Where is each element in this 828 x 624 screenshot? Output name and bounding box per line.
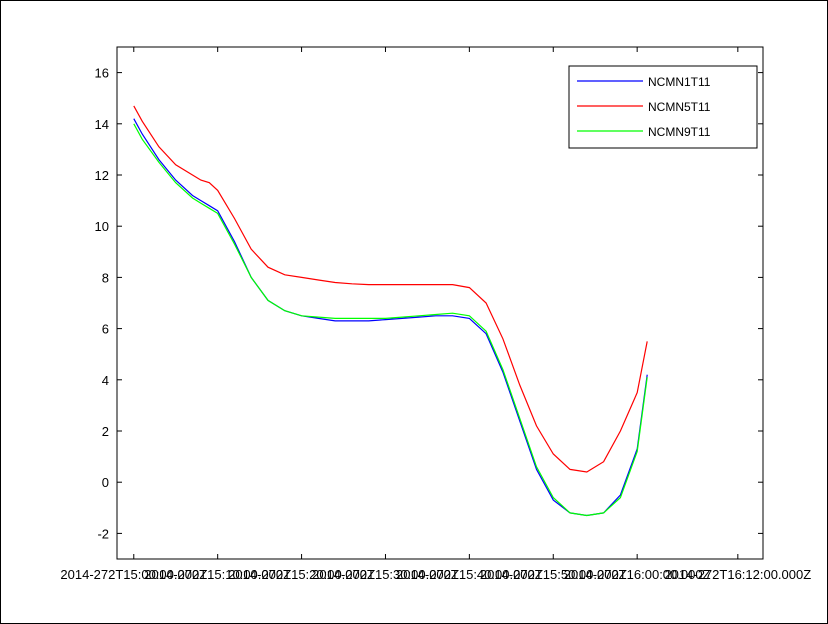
y-tick-label: 6 — [102, 322, 109, 337]
y-tick-label: 4 — [102, 373, 109, 388]
x-tick-label: 2014-272T15:40:00.000Z — [396, 567, 543, 582]
x-tick-label: 2014-272T16:00:00.000Z — [564, 567, 711, 582]
y-tick-label: 14 — [95, 117, 109, 132]
legend-label: NCMN5T11 — [648, 100, 711, 114]
x-tick-label: 2014-272T15:30:00.000Z — [312, 567, 459, 582]
x-tick-label: 2014-272T15:50:00.000Z — [480, 567, 627, 582]
series-line-ncmn9t11 — [133, 123, 648, 517]
x-tick-label: 2014-272T15:20:00.000Z — [228, 567, 375, 582]
y-tick-label: 16 — [95, 66, 109, 81]
x-tick-label: 2014-272T16:12:00.000Z — [664, 567, 811, 582]
y-tick-label: 2 — [102, 424, 109, 439]
series-line-ncmn5t11 — [133, 105, 648, 473]
x-tick-label: 2014-272T15:10:00.000Z — [144, 567, 291, 582]
y-tick-label: 8 — [102, 270, 109, 285]
legend-label: NCMN1T11 — [648, 75, 711, 89]
legend-label: NCMN9T11 — [648, 125, 711, 139]
y-tick-label: 0 — [102, 475, 109, 490]
series-lines — [133, 105, 648, 517]
x-axis: 2014-272T15:00:00.000Z2014-272T15:10:00.… — [60, 47, 811, 582]
legend-box — [568, 65, 758, 149]
series-line-ncmn1t11 — [133, 118, 648, 517]
y-tick-label: 12 — [95, 168, 109, 183]
legend: NCMN1T11 NCMN5T11 NCMN9T11 — [568, 65, 758, 149]
y-axis: -2 0 2 4 6 8 10 12 14 16 — [95, 66, 763, 541]
y-tick-label: -2 — [97, 526, 109, 541]
x-tick-label: 2014-272T15:00:00.000Z — [60, 567, 207, 582]
y-tick-label: 10 — [95, 219, 109, 234]
